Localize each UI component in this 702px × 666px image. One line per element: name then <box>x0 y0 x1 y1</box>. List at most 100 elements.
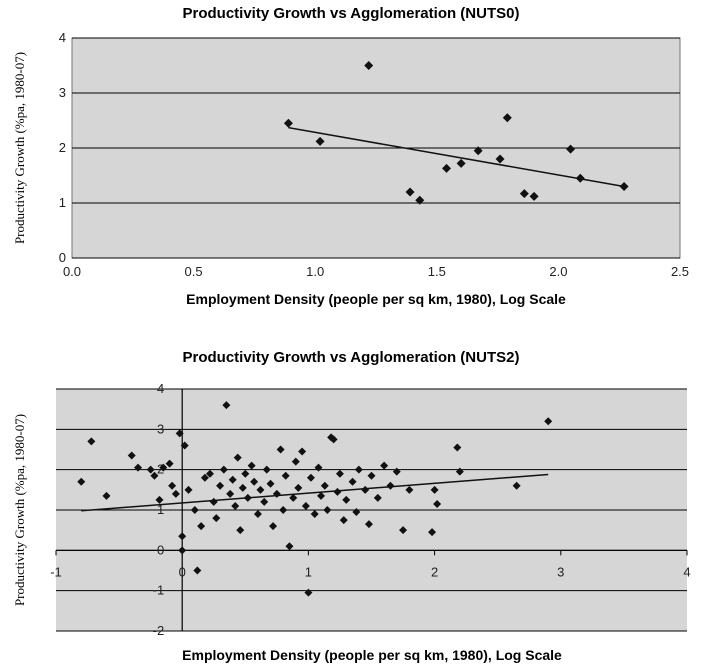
y-axis-label: Productivity Growth (%pa, 1980-07) <box>12 52 27 244</box>
data-point <box>193 566 202 575</box>
data-point <box>77 477 86 486</box>
data-point <box>442 163 452 173</box>
y-axis-ticks: 0 1 2 3 4 <box>59 30 66 265</box>
data-point <box>315 136 325 146</box>
y-tick-label: 3 <box>157 421 164 436</box>
data-point <box>256 485 265 494</box>
data-point <box>294 483 303 492</box>
data-point <box>266 479 275 488</box>
data-point <box>529 191 539 201</box>
data-point <box>329 435 338 444</box>
data-point <box>272 489 281 498</box>
data-point <box>386 481 395 490</box>
y-axis-ticks: -2 -1 0 1 2 3 4 <box>153 381 165 638</box>
x-axis-label: Employment Density (people per sq km, 19… <box>186 291 566 307</box>
data-point <box>364 520 373 529</box>
data-point <box>102 491 111 500</box>
trendline <box>288 126 625 188</box>
data-point <box>219 465 228 474</box>
data-point <box>430 485 439 494</box>
data-point <box>323 506 332 514</box>
data-point <box>405 187 415 197</box>
y-tick-label: 1 <box>157 502 164 517</box>
data-point <box>276 445 285 454</box>
data-point <box>209 497 218 506</box>
data-point <box>544 417 553 426</box>
data-point <box>566 144 576 154</box>
data-point <box>216 481 225 490</box>
data-point <box>190 506 199 514</box>
data-point <box>279 506 288 514</box>
data-point <box>333 487 342 496</box>
data-point <box>317 491 326 500</box>
chart-nuts2: Productivity Growth vs Agglomeration (NU… <box>12 349 691 663</box>
y-tick-label: 0 <box>157 542 164 557</box>
data-point <box>367 471 376 480</box>
data-point <box>127 451 136 460</box>
data-point <box>134 463 143 472</box>
data-point <box>226 489 235 498</box>
data-point <box>262 465 271 474</box>
data-point <box>260 497 269 506</box>
data-point <box>342 495 351 504</box>
data-point <box>453 443 462 452</box>
data-point <box>512 481 521 490</box>
data-point <box>352 508 361 517</box>
x-tick-label: 1.0 <box>306 264 324 279</box>
y-tick-label: 3 <box>59 85 66 100</box>
data-points <box>77 401 553 597</box>
x-tick-label: 1 <box>305 564 312 579</box>
y-tick-label: -1 <box>153 583 165 598</box>
data-point <box>301 501 310 510</box>
data-point <box>619 182 629 191</box>
gridlines <box>72 37 680 259</box>
y-tick-label: 2 <box>59 140 66 155</box>
data-point <box>197 522 206 531</box>
x-tick-label: 0.0 <box>63 264 81 279</box>
x-tick-label: 2 <box>431 564 438 579</box>
data-point <box>495 154 505 164</box>
data-point <box>428 528 437 537</box>
data-point <box>575 173 585 183</box>
data-point <box>320 481 329 490</box>
data-point <box>159 463 168 472</box>
data-point <box>364 61 374 70</box>
trendline-group <box>81 473 549 512</box>
y-tick-label: 2 <box>157 462 164 477</box>
x-tick-label: 2.5 <box>671 264 689 279</box>
y-tick-label: -2 <box>153 623 165 638</box>
data-point <box>178 532 187 541</box>
x-tick-label: 3 <box>557 564 564 579</box>
trendline-group <box>288 126 625 188</box>
chart-title: Productivity Growth vs Agglomeration (NU… <box>183 5 520 22</box>
data-point <box>150 471 159 480</box>
data-point <box>473 146 483 156</box>
data-point <box>247 461 256 470</box>
data-point <box>200 473 209 482</box>
data-point <box>306 473 315 482</box>
data-point <box>87 437 96 446</box>
data-point <box>354 465 363 474</box>
data-point <box>155 495 164 504</box>
data-point <box>298 447 307 456</box>
data-point <box>269 522 278 531</box>
x-axis-ticks: -1 0 1 2 3 4 <box>50 550 691 579</box>
data-point <box>361 485 370 494</box>
data-point <box>339 516 348 525</box>
data-point <box>348 477 357 486</box>
chart-nuts0: Productivity Growth vs Agglomeration (NU… <box>12 5 689 307</box>
x-axis-ticks: 0.0 0.5 1.0 1.5 2.0 2.5 <box>63 264 689 279</box>
data-point <box>231 501 240 510</box>
data-point <box>146 465 155 474</box>
x-tick-label: 0 <box>179 564 186 579</box>
data-point <box>175 429 184 438</box>
x-axis-label: Employment Density (people per sq km, 19… <box>182 647 562 663</box>
data-point <box>289 493 298 502</box>
data-point <box>281 471 290 480</box>
data-point <box>283 118 293 128</box>
data-point <box>168 481 177 490</box>
zero-axes <box>56 389 687 631</box>
data-point <box>241 469 250 478</box>
data-point <box>180 441 189 450</box>
data-point <box>285 542 294 551</box>
